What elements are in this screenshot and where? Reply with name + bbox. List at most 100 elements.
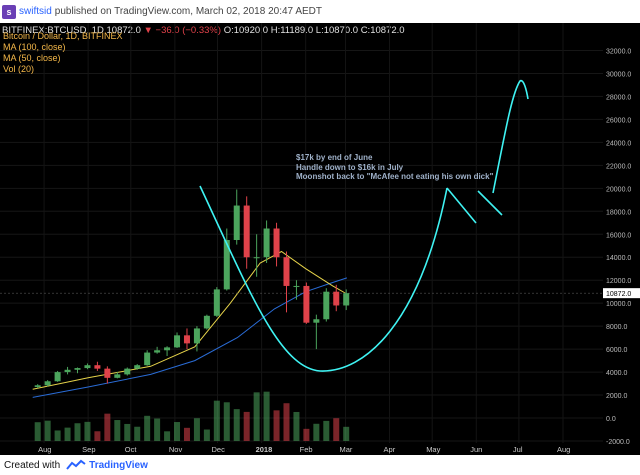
x-tick-label: Jul bbox=[513, 445, 523, 454]
volume-bar bbox=[283, 403, 290, 441]
projection-annotation[interactable]: $17k by end of June Handle down to $16k … bbox=[296, 153, 493, 182]
volume-bar bbox=[223, 402, 230, 441]
y-tick-label: 30000.0 bbox=[606, 71, 631, 78]
candle-body bbox=[233, 205, 240, 240]
tradingview-brand-link[interactable]: TradingView bbox=[89, 459, 148, 471]
candle-body bbox=[343, 293, 350, 306]
volume-bar bbox=[64, 427, 71, 441]
cup-curve bbox=[199, 185, 448, 372]
volume-bar bbox=[253, 392, 260, 441]
volume-bar bbox=[213, 400, 220, 441]
volume-bar bbox=[313, 423, 320, 441]
x-tick-label: Jun bbox=[470, 445, 482, 454]
legend-ma50[interactable]: MA (50, close) bbox=[3, 53, 61, 63]
volume-bar bbox=[54, 430, 61, 441]
x-tick-label: Feb bbox=[300, 445, 313, 454]
candle-body bbox=[333, 291, 340, 306]
volume-bar bbox=[114, 420, 121, 441]
y-tick-label: 26000.0 bbox=[606, 117, 631, 124]
y-tick-label: 2000.0 bbox=[606, 393, 628, 400]
last-price-tag-text: 10872.0 bbox=[606, 291, 631, 298]
x-tick-label: 2018 bbox=[256, 445, 273, 454]
x-tick-label: Dec bbox=[212, 445, 226, 454]
tradingview-logo-icon bbox=[66, 459, 86, 471]
price-chart[interactable]: 32000.0 30000.0 28000.0 26000.0 24000.0 22000… bbox=[0, 23, 640, 455]
candle-body bbox=[193, 328, 200, 344]
volume-bar bbox=[263, 391, 270, 441]
candle-body bbox=[313, 319, 320, 323]
grid bbox=[0, 23, 603, 443]
footer: Created with TradingView bbox=[0, 455, 640, 475]
candle-body bbox=[44, 381, 51, 386]
candle-body bbox=[114, 374, 121, 378]
y-tick-label: -2000.0 bbox=[606, 439, 630, 446]
volume-bar bbox=[34, 422, 41, 441]
volume-bar bbox=[94, 431, 101, 441]
candle-body bbox=[164, 347, 171, 351]
y-tick-label: 16000.0 bbox=[606, 232, 631, 239]
volume-bar bbox=[174, 422, 181, 441]
candle-body bbox=[223, 240, 230, 290]
moving-averages bbox=[0, 250, 603, 398]
candle-body bbox=[293, 285, 300, 287]
candle-body bbox=[34, 385, 41, 388]
symbol-label: BITFINEX:BTCUSD, 1D bbox=[2, 25, 104, 36]
candle-body bbox=[273, 228, 280, 258]
last-price-tag bbox=[603, 288, 640, 299]
volume-bar bbox=[233, 409, 240, 441]
y-tick-label: 4000.0 bbox=[606, 370, 628, 377]
y-tick-label: 18000.0 bbox=[606, 209, 631, 216]
publish-header: s swiftsid published on TradingView.com,… bbox=[0, 0, 640, 23]
ma100-line bbox=[32, 277, 348, 398]
legend-ma100[interactable]: MA (100, close) bbox=[3, 42, 66, 52]
candle-body bbox=[303, 285, 310, 323]
user-avatar[interactable]: s bbox=[2, 4, 16, 19]
candle-body bbox=[54, 372, 61, 382]
price-change: −36.0 (−0.33%) bbox=[155, 25, 222, 36]
y-tick-label: 14000.0 bbox=[606, 255, 631, 262]
chart-area[interactable]: BITFINEX:BTCUSD, 1D 10872.0 ▼ −36.0 (−0.… bbox=[0, 23, 640, 455]
volume-bar bbox=[273, 410, 280, 441]
volume-bar bbox=[333, 418, 340, 441]
author-link[interactable]: swiftsid bbox=[19, 6, 52, 17]
handle-stroke-2 bbox=[477, 190, 503, 216]
volume-bar bbox=[144, 415, 151, 441]
y-tick-label: 0.0 bbox=[606, 416, 616, 423]
x-tick-label: Aug bbox=[38, 445, 51, 454]
x-tick-label: Aug bbox=[557, 445, 570, 454]
y-tick-label: 22000.0 bbox=[606, 163, 631, 170]
x-tick-label: Sep bbox=[82, 445, 95, 454]
close-value: C:10872.0 bbox=[360, 25, 405, 36]
volume-bar bbox=[243, 411, 250, 441]
volume-bar bbox=[193, 418, 200, 441]
open-value: O:10920.0 bbox=[223, 25, 269, 36]
candles bbox=[34, 189, 350, 389]
candle-body bbox=[124, 368, 131, 375]
volume-bar bbox=[74, 423, 81, 441]
y-tick-label: 20000.0 bbox=[606, 186, 631, 193]
candle-body bbox=[263, 228, 270, 258]
y-tick-label: 8000.0 bbox=[606, 324, 628, 331]
legend-vol[interactable]: Vol (20) bbox=[3, 64, 35, 74]
annotation-line-2: Handle down to $16k in July bbox=[296, 162, 404, 172]
chart-legend: Bitcoin / Dollar, 1D, BITFINEX MA (100, … bbox=[3, 31, 123, 75]
legend-title: Bitcoin / Dollar, 1D, BITFINEX bbox=[3, 31, 123, 41]
hand-drawn-projection bbox=[199, 79, 529, 372]
volume-bar bbox=[203, 429, 210, 441]
volume-bar bbox=[303, 428, 310, 441]
x-tick-label: Oct bbox=[125, 445, 138, 454]
x-axis: Aug Sep Oct Nov Dec 2018 Feb Mar Apr May Jun Jul Aug bbox=[38, 445, 570, 454]
y-tick-label: 12000.0 bbox=[606, 278, 631, 285]
volume-bar bbox=[84, 421, 91, 441]
volume-bar bbox=[293, 411, 300, 441]
moonshot-curve bbox=[492, 79, 529, 194]
x-tick-label: Nov bbox=[169, 445, 183, 454]
down-arrow-icon: ▼ bbox=[143, 25, 153, 36]
candle-body bbox=[144, 352, 151, 366]
high-value: H:11189.0 bbox=[270, 25, 314, 36]
y-tick-label: 24000.0 bbox=[606, 140, 631, 147]
handle-stroke bbox=[446, 187, 477, 224]
volume-bars bbox=[34, 391, 350, 441]
x-tick-label: May bbox=[426, 445, 440, 454]
volume-bar bbox=[104, 413, 111, 441]
